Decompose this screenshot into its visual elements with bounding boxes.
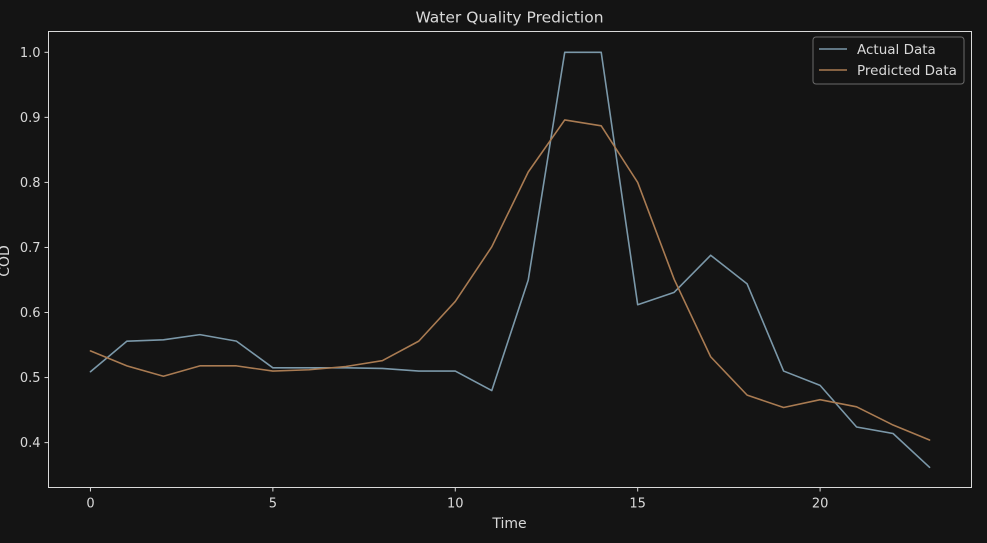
y-axis-label: COD	[0, 245, 13, 277]
x-axis-label: Time	[491, 516, 526, 532]
y-tick-label: 0.7	[20, 241, 41, 256]
y-tick-label: 0.6	[20, 306, 41, 321]
plot-area: 0 5 10 15 20 0.4 0.5 0.6 0.7 0.8 0.9 1.0	[20, 31, 972, 512]
x-tick-label: 15	[629, 497, 646, 512]
y-tick-label: 0.5	[20, 371, 41, 386]
x-tick-label: 10	[447, 497, 464, 512]
y-tick-label: 0.4	[20, 436, 41, 451]
legend: Actual Data Predicted Data	[812, 36, 965, 85]
series-line-actual	[89, 51, 931, 469]
plot-frame	[48, 31, 972, 488]
series-line-predicted	[89, 119, 931, 441]
legend-label-predicted: Predicted Data	[857, 63, 957, 79]
x-tick-label: 0	[86, 497, 94, 512]
x-tick-label: 20	[812, 497, 829, 512]
x-tick-label: 5	[269, 497, 277, 512]
y-tick-label: 0.8	[20, 176, 41, 191]
legend-label-actual: Actual Data	[857, 42, 936, 58]
chart-title: Water Quality Prediction	[415, 9, 603, 27]
y-tick-label: 1.0	[20, 46, 41, 61]
y-tick-label: 0.9	[20, 111, 41, 126]
legend-box	[812, 36, 965, 85]
